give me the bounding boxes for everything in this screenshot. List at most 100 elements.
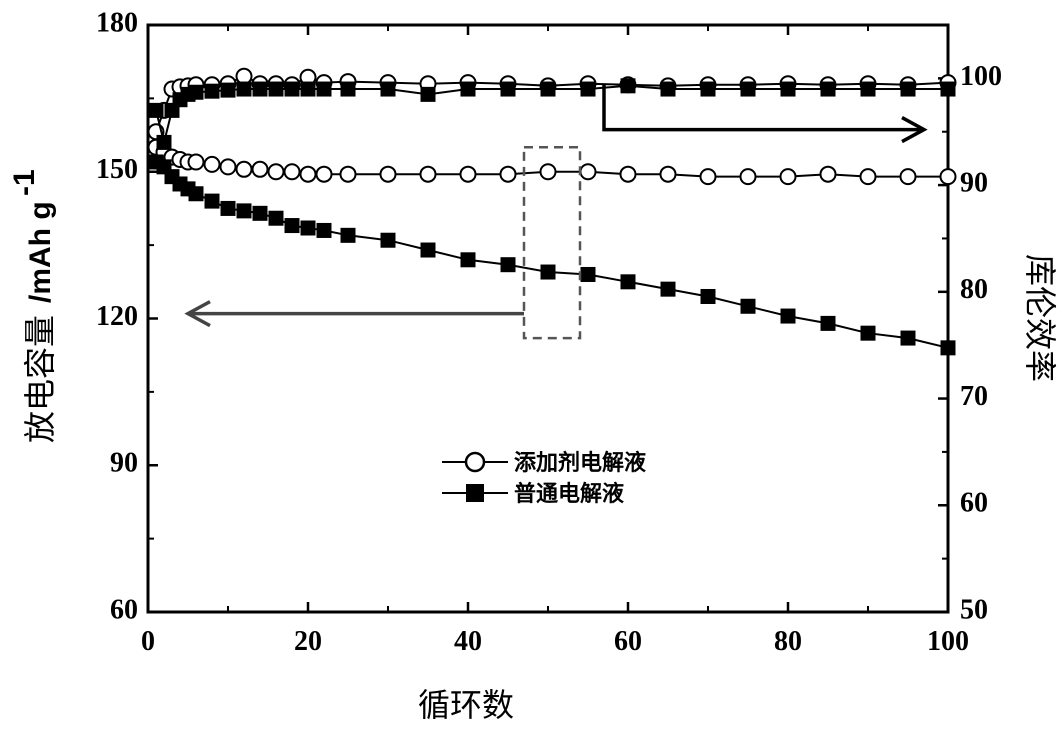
data-point-square <box>460 81 476 97</box>
x-tick-label: 20 <box>294 626 322 657</box>
data-point-square <box>700 81 716 97</box>
dashed-highlight-box <box>522 146 582 340</box>
data-point-circle <box>939 168 957 186</box>
data-point-circle <box>339 165 357 183</box>
data-point-square <box>500 257 516 273</box>
data-point-square <box>156 134 172 150</box>
y-left-label-unit-sup: -1 <box>8 169 41 196</box>
data-point-square <box>340 81 356 97</box>
y-left-tick-label: 120 <box>96 301 138 332</box>
data-point-circle <box>219 158 237 176</box>
data-point-square <box>540 264 556 280</box>
left-arrow-head <box>184 300 211 328</box>
y-left-tick-label: 60 <box>110 594 138 625</box>
data-point-square <box>316 222 332 238</box>
data-point-square <box>460 252 476 268</box>
data-point-square <box>580 81 596 97</box>
data-point-square <box>860 325 876 341</box>
data-point-square <box>820 315 836 331</box>
data-point-circle <box>819 165 837 183</box>
data-point-circle <box>419 165 437 183</box>
data-point-circle <box>619 165 637 183</box>
y-left-tick-label: 90 <box>110 448 138 479</box>
data-point-square <box>940 81 956 97</box>
data-point-square <box>204 83 220 99</box>
x-tick-label: 40 <box>454 626 482 657</box>
data-point-square <box>740 81 756 97</box>
data-point-square <box>300 81 316 97</box>
series-3-normal-efficiency <box>148 78 956 150</box>
x-tick-label: 100 <box>927 626 969 657</box>
data-point-circle <box>315 165 333 183</box>
data-point-circle <box>379 165 397 183</box>
y-right-label-group: 库伦效率 <box>1021 254 1059 382</box>
data-point-square <box>500 81 516 97</box>
data-point-circle <box>235 67 253 85</box>
data-point-square <box>220 200 236 216</box>
data-point-square <box>780 81 796 97</box>
data-point-square <box>204 193 220 209</box>
y-left-label-unit: /mAh g <box>24 201 57 303</box>
data-point-circle <box>699 168 717 186</box>
x-axis-label: 循环数 <box>418 686 514 724</box>
data-point-circle <box>267 163 285 181</box>
series-0-additive-capacity <box>147 138 957 186</box>
data-point-circle <box>579 163 597 181</box>
data-point-square <box>236 203 252 219</box>
data-point-square <box>620 274 636 290</box>
data-point-circle <box>459 165 477 183</box>
data-point-circle <box>539 163 557 181</box>
data-point-square <box>220 82 236 98</box>
data-point-square <box>148 102 164 118</box>
data-point-circle <box>283 163 301 181</box>
legend-marker-normal <box>466 484 484 502</box>
data-point-square <box>740 298 756 314</box>
data-point-square <box>660 81 676 97</box>
data-point-square <box>580 266 596 282</box>
data-point-square <box>300 220 316 236</box>
data-point-square <box>660 281 676 297</box>
y-left-label-group: 放电容量 /mAh g -1 <box>8 169 59 443</box>
y-left-label-text: 放电容量 <box>21 315 59 443</box>
data-point-square <box>316 81 332 97</box>
y-right-tick-label: 70 <box>960 381 988 412</box>
y-right-label: 库伦效率 <box>1021 254 1059 382</box>
data-point-square <box>380 232 396 248</box>
data-point-square <box>940 340 956 356</box>
data-point-circle <box>499 165 517 183</box>
data-point-square <box>380 81 396 97</box>
data-point-square <box>284 218 300 234</box>
y-left-tick-label: 150 <box>96 154 138 185</box>
y-right-tick-label: 90 <box>960 168 988 199</box>
y-right-tick-label: 50 <box>960 594 988 625</box>
x-tick-label: 60 <box>614 626 642 657</box>
data-point-square <box>340 227 356 243</box>
y-right-tick-label: 100 <box>960 61 1002 92</box>
data-point-circle <box>859 168 877 186</box>
data-point-square <box>284 81 300 97</box>
data-point-square <box>900 81 916 97</box>
right-arrow-head <box>901 116 928 144</box>
data-point-square <box>540 81 556 97</box>
data-point-circle <box>899 168 917 186</box>
data-point-square <box>820 81 836 97</box>
tick-labels: 0 20 40 60 80 100 60 90 120 150 180 50 60 70 80 90 100 <box>96 7 1002 657</box>
data-point-circle <box>659 165 677 183</box>
data-point-circle <box>187 153 205 171</box>
data-point-circle <box>203 155 221 173</box>
data-point-circle <box>251 160 269 178</box>
data-point-circle <box>779 168 797 186</box>
x-tick-label: 80 <box>774 626 802 657</box>
data-point-square <box>780 308 796 324</box>
data-point-circle <box>299 165 317 183</box>
data-point-square <box>700 288 716 304</box>
data-point-square <box>236 81 252 97</box>
data-point-square <box>252 81 268 97</box>
data-point-square <box>900 330 916 346</box>
legend-label-additive: 添加剂电解液 <box>514 450 646 476</box>
data-point-square <box>268 81 284 97</box>
data-point-circle <box>235 160 253 178</box>
data-point-square <box>420 242 436 258</box>
y-right-tick-label: 60 <box>960 488 988 519</box>
